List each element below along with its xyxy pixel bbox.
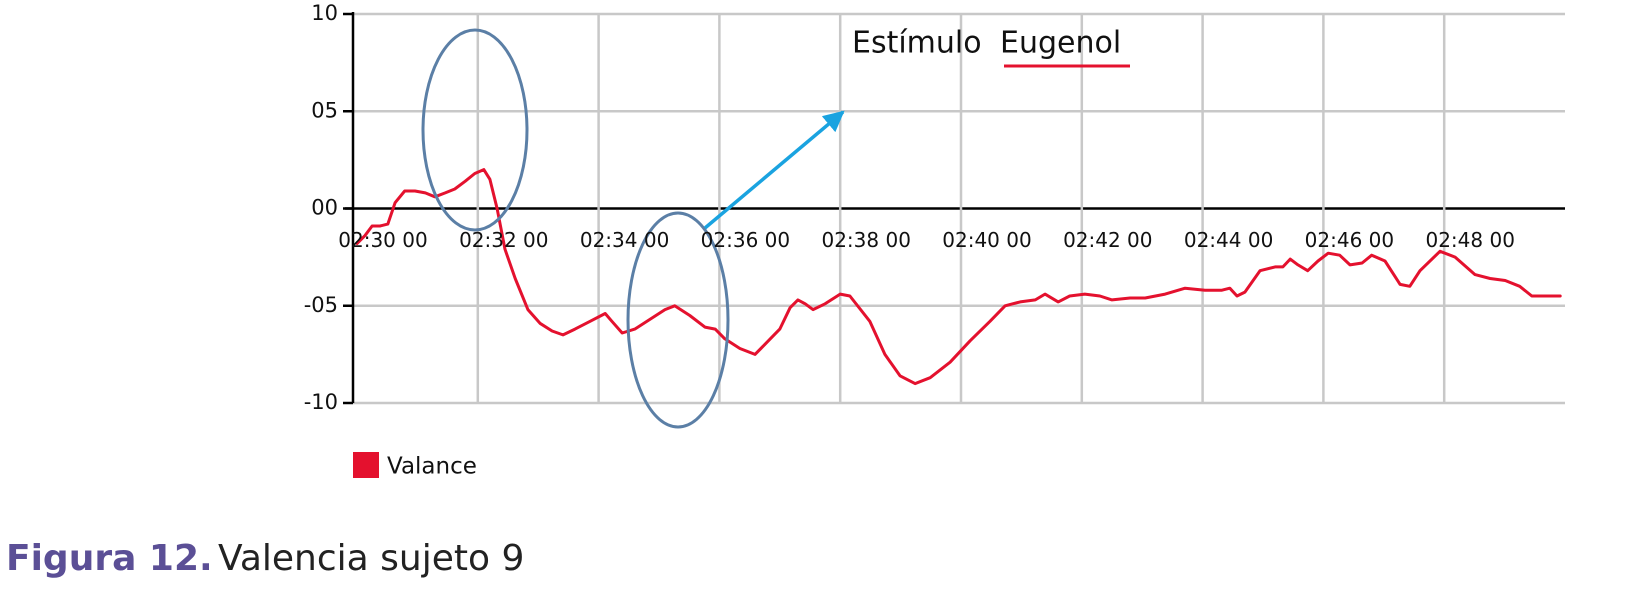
- x-tick-label: 02:38 00: [821, 228, 910, 252]
- y-tick-label: -05: [304, 293, 338, 317]
- x-tick-label: 02:46 00: [1305, 228, 1394, 252]
- x-tick-label: 02:42 00: [1063, 228, 1152, 252]
- x-tick-label: 02:32 00: [459, 228, 548, 252]
- x-tick-label: 02:36 00: [701, 228, 790, 252]
- caption-label: Figura 12.: [6, 538, 213, 579]
- x-tick-label: 02:30 00: [338, 228, 427, 252]
- x-tick-label: 02:44 00: [1184, 228, 1273, 252]
- y-tick-label: -10: [304, 390, 338, 414]
- data-line: [355, 168, 1562, 386]
- legend-swatch: [353, 452, 379, 478]
- highlight-ellipse: [626, 211, 730, 429]
- x-tick-label: 02:48 00: [1425, 228, 1514, 252]
- annotation-stimulus: Eugenol: [1000, 26, 1121, 61]
- y-tick-label: 10: [311, 1, 338, 25]
- arrow: [703, 110, 845, 230]
- x-tick-label: 02:34 00: [580, 228, 669, 252]
- y-tick-label: 00: [311, 196, 338, 220]
- caption: Valencia sujeto 9: [218, 538, 524, 579]
- y-tick-label: 05: [311, 98, 338, 122]
- x-tick-label: 02:40 00: [942, 228, 1031, 252]
- legend-label: Valance: [387, 454, 477, 480]
- highlight-ellipse: [421, 28, 529, 232]
- annotation: Estímulo: [852, 26, 982, 61]
